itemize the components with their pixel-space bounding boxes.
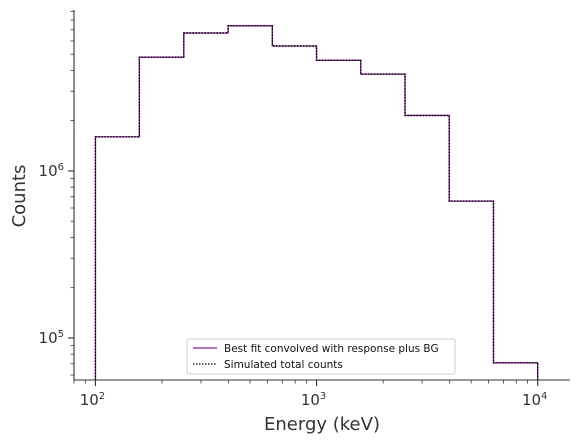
y-tick-label: 105	[39, 329, 64, 347]
legend: Best fit convolved with response plus BG…	[186, 338, 456, 375]
axes: 102 103 104 105 106	[39, 10, 570, 409]
legend-label-fit: Best fit convolved with response plus BG	[224, 343, 439, 355]
x-axis-label: Energy (keV)	[264, 414, 380, 435]
series-line-simulated	[94, 25, 539, 380]
x-tick-label: 102	[80, 391, 105, 409]
plot-area	[94, 25, 539, 380]
legend-frame	[186, 338, 456, 375]
legend-label-simulated: Simulated total counts	[224, 359, 343, 371]
x-tick-label: 103	[301, 391, 326, 409]
y-tick-label: 106	[39, 162, 64, 180]
x-tick-label: 104	[522, 391, 547, 409]
series-line-best-fit	[94, 25, 539, 380]
y-axis-label: Counts	[9, 165, 30, 228]
